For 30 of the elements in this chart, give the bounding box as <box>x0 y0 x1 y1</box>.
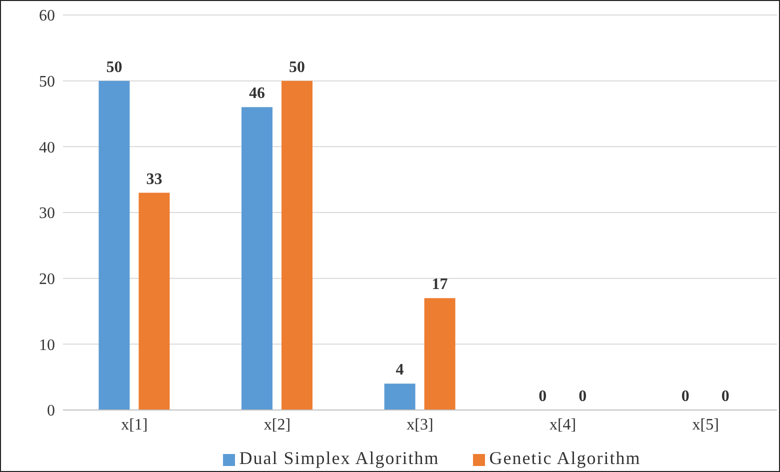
y-tick-label: 0 <box>47 402 55 420</box>
y-tick-label: 40 <box>39 139 55 156</box>
x-tick-label: x[5] <box>692 416 719 434</box>
x-tick-label: x[1] <box>121 416 148 434</box>
data-label: 33 <box>146 170 162 188</box>
legend-label: Dual Simplex Algorithm <box>239 448 440 468</box>
bar <box>138 192 170 410</box>
bar <box>424 298 456 410</box>
data-label: 17 <box>432 276 448 294</box>
x-tick-label: x[3] <box>406 416 434 434</box>
y-tick-label: 30 <box>39 205 55 222</box>
data-label: 50 <box>289 58 305 76</box>
legend-label: Genetic Algorithm <box>489 448 641 468</box>
x-tick-label: x[2] <box>264 416 291 434</box>
y-tick-label: 20 <box>39 271 55 288</box>
data-label: 46 <box>249 85 265 102</box>
data-label: 0 <box>681 388 690 405</box>
bar <box>98 80 130 410</box>
bar <box>282 80 312 410</box>
data-label: 4 <box>396 362 404 379</box>
y-tick-label: 50 <box>39 74 55 91</box>
data-label: 50 <box>106 58 122 76</box>
data-label: 0 <box>721 388 730 405</box>
data-label: 0 <box>578 388 587 405</box>
y-tick-label: 60 <box>39 8 55 25</box>
data-label: 0 <box>538 388 547 405</box>
y-tick-label: 10 <box>39 336 55 354</box>
x-tick-label: x[4] <box>549 416 576 434</box>
bar <box>384 384 416 410</box>
bar <box>242 107 272 410</box>
